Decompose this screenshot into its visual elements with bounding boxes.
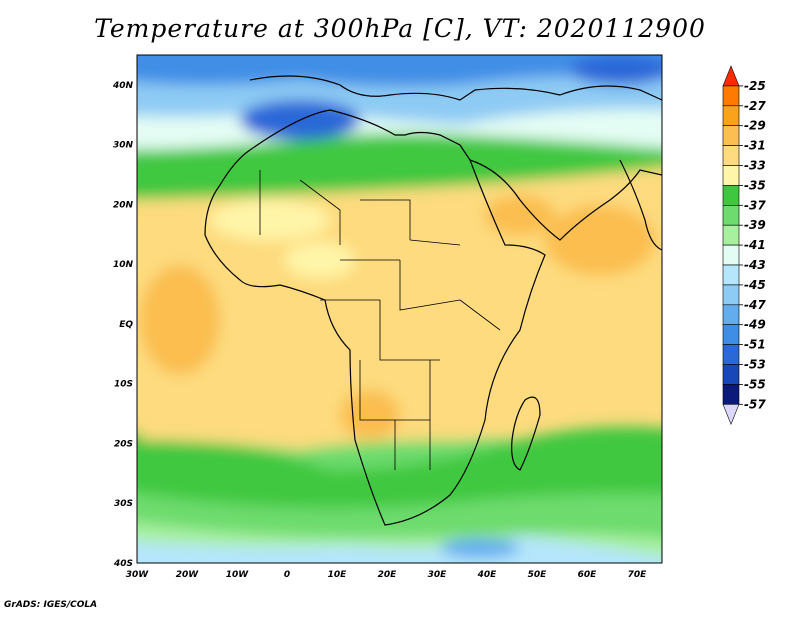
lat-tick-label: 10S [114, 380, 133, 390]
colorbar-swatch [722, 384, 740, 405]
colorbar-swatch [722, 65, 740, 87]
colorbar-swatch [722, 165, 740, 186]
colorbar-label: -53 [744, 358, 766, 372]
lon-tick-label: 50E [528, 570, 548, 580]
lat-tick-label: 30S [114, 499, 133, 509]
africa-coastline [204, 109, 546, 526]
colorbar-label: -25 [744, 79, 766, 93]
country-borders [259, 170, 501, 470]
colorbar-swatch [722, 403, 740, 426]
lon-tick-label: 40E [477, 570, 498, 580]
india-coastline [619, 159, 662, 251]
lon-tick-label: 10W [226, 570, 250, 580]
colorbar-label: -37 [744, 198, 766, 212]
colorbar-label: -49 [744, 318, 766, 332]
colorbar-swatch [722, 284, 740, 306]
lon-tick-label: 30E [428, 570, 448, 580]
lat-tick-label: 10N [113, 260, 134, 270]
colorbar-swatch [722, 85, 740, 107]
colorbar-label: -33 [744, 159, 766, 173]
madagascar-coastline [511, 396, 541, 471]
colorbar-label: -39 [744, 218, 766, 232]
lat-tick-label: EQ [119, 320, 133, 330]
lon-tick-label: 60E [578, 570, 598, 580]
lon-tick-label: 0 [284, 570, 290, 580]
temperature-field [137, 55, 662, 563]
footer-credit: GrADS: IGES/COLA [4, 600, 98, 610]
colorbar-label: -57 [744, 397, 766, 411]
colorbar-swatch [722, 125, 740, 146]
axis-labels: 30W 20W 10W 0 10E 20E 30E 40E 50E 60E 70E 40N 30N 20N… [112, 81, 647, 580]
colorbar-swatch [722, 224, 740, 246]
lat-tick-label: 20S [114, 439, 133, 449]
map-frame [136, 54, 663, 564]
colorbar-swatch [722, 344, 740, 365]
colorbar-label: -55 [744, 377, 766, 391]
lat-tick-label: 20N [113, 200, 134, 210]
lon-tick-label: 20E [378, 570, 398, 580]
map-title: Temperature at 300hPa [C], VT: 202011290… [94, 14, 706, 43]
colorbar-label: -31 [744, 139, 766, 153]
lat-tick-label: 40S [113, 559, 133, 569]
colorbar-label: -43 [744, 258, 766, 272]
lon-tick-label: 70E [628, 570, 648, 580]
lon-tick-label: 20W [176, 570, 200, 580]
colorbar-swatch [722, 304, 740, 325]
colorbar-label: -35 [744, 178, 766, 192]
arabia-coastline [469, 159, 662, 241]
colorbar-label: -41 [744, 238, 766, 252]
colorbar-swatch [722, 364, 740, 385]
colorbar-swatch [722, 185, 740, 206]
colorbar-swatch [722, 105, 740, 127]
lat-tick-label: 30N [113, 141, 134, 151]
colorbar-label: -27 [744, 99, 766, 113]
colorbar-swatch [722, 324, 740, 345]
colorbar-label: -29 [744, 119, 766, 133]
colorbar-label: -51 [744, 338, 766, 352]
colorbar-swatch [722, 145, 740, 166]
colorbar-swatch [722, 264, 740, 286]
coastlines [204, 75, 662, 526]
colorbar-label: -47 [744, 298, 766, 312]
colorbar-swatch [722, 205, 740, 226]
lon-tick-label: 10E [328, 570, 348, 580]
lat-tick-label: 40N [112, 81, 134, 91]
lon-tick-label: 30W [126, 570, 150, 580]
colorbar: -25 -27 -29 -31 -33 -35 -37 -39 -41 -43 -45 -47 -49 -… [722, 65, 766, 426]
colorbar-label: -45 [744, 278, 766, 292]
colorbar-swatch [722, 244, 740, 266]
europe-coastline [249, 75, 662, 101]
